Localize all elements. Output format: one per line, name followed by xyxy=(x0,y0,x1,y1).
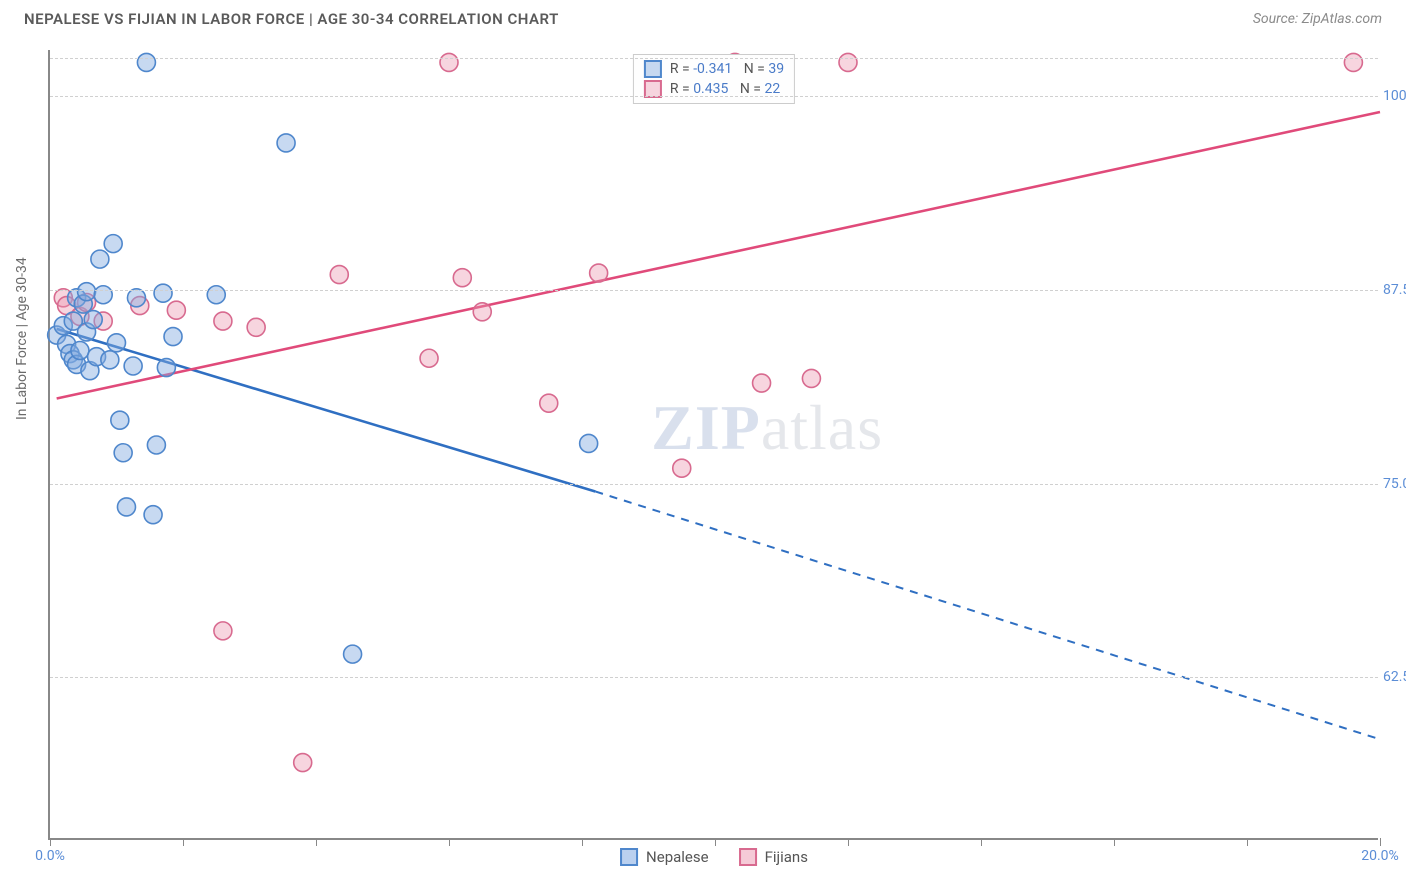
gridline xyxy=(50,677,1378,678)
x-tick xyxy=(582,838,583,846)
y-tick-label: 87.5% xyxy=(1383,282,1406,298)
x-tick xyxy=(981,838,982,846)
gridline xyxy=(50,58,1378,59)
legend-row-nepalese: R = -0.341 N = 39 xyxy=(644,59,784,79)
x-tick xyxy=(1114,838,1115,846)
series-legend: Nepalese Fijians xyxy=(620,848,808,866)
chart-source: Source: ZipAtlas.com xyxy=(1253,11,1382,27)
x-tick xyxy=(848,838,849,846)
x-tick xyxy=(1380,838,1381,846)
x-tick-label: 20.0% xyxy=(1361,848,1399,864)
legend-item: Nepalese xyxy=(620,848,709,866)
legend-label: Nepalese xyxy=(646,848,709,866)
x-tick xyxy=(449,838,450,846)
x-tick-label: 0.0% xyxy=(35,848,65,864)
x-tick xyxy=(50,838,51,846)
y-axis-label: In Labor Force | Age 30-34 xyxy=(14,257,30,420)
y-tick-label: 100.0% xyxy=(1383,88,1406,104)
gridline xyxy=(50,484,1378,485)
x-tick xyxy=(316,838,317,846)
gridline xyxy=(50,290,1378,291)
x-tick xyxy=(183,838,184,846)
y-tick-label: 75.0% xyxy=(1383,476,1406,492)
x-tick xyxy=(1247,838,1248,846)
gridline xyxy=(50,96,1378,97)
legend-item: Fijians xyxy=(739,848,808,866)
chart-title: NEPALESE VS FIJIAN IN LABOR FORCE | AGE … xyxy=(24,10,559,28)
swatch-fijians xyxy=(644,80,662,98)
y-tick-label: 62.5% xyxy=(1383,669,1406,685)
legend-label: Fijians xyxy=(765,848,808,866)
legend-swatch xyxy=(620,848,638,866)
scatter-svg xyxy=(50,50,1378,838)
legend-swatch xyxy=(739,848,757,866)
x-tick xyxy=(715,838,716,846)
chart-plot-area: ZIPatlas R = -0.341 N = 39 R = 0.435 N =… xyxy=(48,50,1378,840)
swatch-nepalese xyxy=(644,60,662,78)
